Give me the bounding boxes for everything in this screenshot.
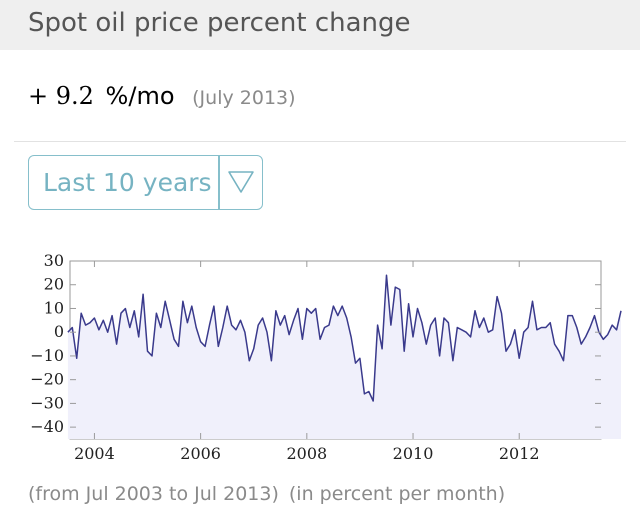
y-tick-label: 20 [44, 275, 64, 294]
series-line [67, 274, 622, 402]
dropdown-separator [218, 156, 220, 209]
x-tick-label: 2012 [499, 444, 540, 463]
y-tick-label: −30 [30, 393, 64, 412]
divider [14, 141, 626, 142]
y-tick-label: −40 [30, 417, 64, 436]
y-tick-label: 0 [54, 322, 64, 341]
x-tick-label: 2010 [393, 444, 434, 463]
header-bar: Spot oil price percent change [0, 0, 640, 50]
x-tick-label: 2004 [74, 444, 115, 463]
current-value-date: (July 2013) [192, 87, 296, 109]
x-tick-label: 2008 [286, 444, 327, 463]
triangle-down-outline-icon[interactable] [227, 170, 255, 194]
footer-caption: (from Jul 2003 to Jul 2013) (in percent p… [28, 483, 505, 505]
y-tick-label: 30 [44, 251, 64, 270]
x-tick-label: 2006 [180, 444, 221, 463]
current-value-unit: %/mo [105, 82, 175, 110]
current-value: + 9.2 %/mo (July 2013) [28, 82, 296, 110]
time-range-dropdown[interactable]: Last 10 years [28, 155, 263, 210]
units-caption: (in percent per month) [288, 483, 506, 505]
page-title: Spot oil price percent change [28, 8, 411, 38]
y-tick-label: −10 [30, 346, 64, 365]
series-area-fill [67, 275, 621, 439]
time-range-label: Last 10 years [43, 168, 212, 197]
current-value-number: + 9.2 [28, 82, 94, 110]
y-tick-label: 10 [44, 298, 64, 317]
y-tick-label: −20 [30, 370, 64, 389]
date-range-caption: (from Jul 2003 to Jul 2013) [28, 483, 279, 505]
